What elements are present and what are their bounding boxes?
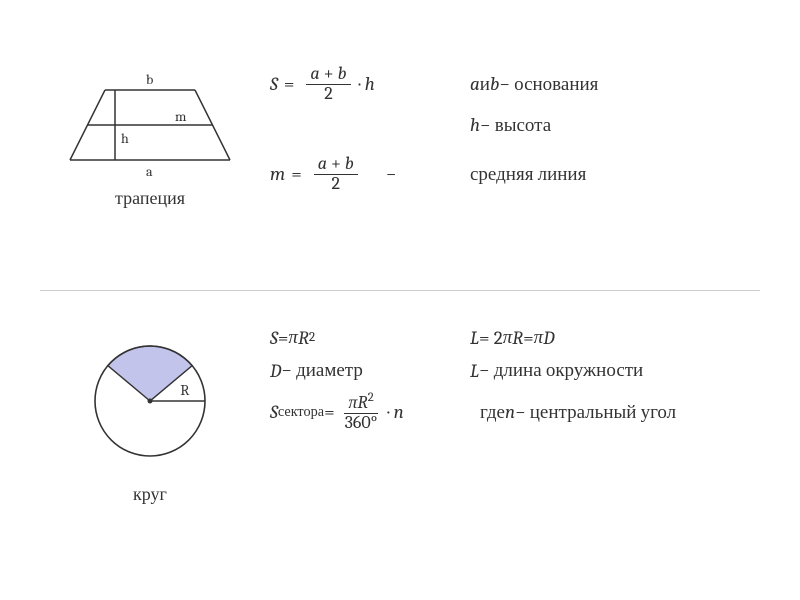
var-b: b	[338, 63, 347, 84]
var-S: S	[270, 327, 278, 349]
var-L: L	[470, 327, 479, 349]
text-and: и	[480, 73, 490, 96]
formula-trap-area: S = a + b 2 · h	[270, 65, 470, 104]
var-m: m	[270, 163, 285, 185]
svg-text:m: m	[175, 108, 187, 125]
frac-num: a + b	[306, 65, 350, 85]
svg-text:R: R	[180, 381, 190, 399]
dot-n: · n	[387, 401, 403, 423]
svg-text:h: h	[121, 130, 129, 147]
var-L: L	[470, 360, 479, 382]
text-bases: − основания	[499, 73, 598, 96]
circle-svg: R	[70, 331, 230, 476]
formula-sector: Sсектора = πR2 360° · n	[270, 392, 480, 433]
legend-diameter: D − диаметр	[270, 359, 470, 382]
row-circ-area-len: S = πR2 L = 2πR = πD	[270, 326, 760, 349]
formula-circumference: L = 2πR = πD	[470, 326, 760, 349]
text-height: − высота	[480, 114, 551, 137]
content-trapezoid: S = a + b 2 · h a и b − основания h − вы…	[260, 60, 760, 204]
frac-den: 2	[320, 85, 337, 104]
section-circle: R круг S = πR2 L = 2πR = πD D − диаметр …	[40, 301, 760, 521]
text-midline: средняя линия	[470, 163, 586, 186]
page: bamh трапеция S = a + b 2 · h	[0, 0, 800, 600]
plus: +	[327, 153, 345, 174]
legend-midline: средняя линия	[470, 163, 760, 186]
frac-num: πR2	[344, 392, 377, 414]
var-pi: π	[503, 326, 513, 349]
var-n: n	[505, 401, 515, 423]
trapezoid-svg: b a m h	[60, 70, 240, 180]
content-circle: S = πR2 L = 2πR = πD D − диаметр L − дли…	[260, 321, 760, 443]
eq: =	[278, 327, 289, 349]
eq: =	[523, 327, 534, 349]
legend-bases: a и b − основания	[470, 73, 760, 96]
var-D: D	[543, 327, 554, 349]
text-length: − длина окружности	[479, 359, 643, 382]
row-trap-midline: m = a + b 2 − средняя линия	[270, 155, 760, 194]
figure-circle: R круг	[40, 321, 260, 505]
eq-sign: =	[291, 163, 302, 185]
var-S: S	[270, 73, 278, 95]
dash: −	[386, 163, 397, 185]
var-pi: π	[534, 326, 544, 349]
var-h: h	[365, 73, 375, 95]
eq: =	[324, 401, 335, 423]
sub-sector: сектора	[278, 403, 324, 421]
var-a: a	[470, 73, 480, 95]
row-trap-height: h − высота	[270, 114, 760, 137]
caption-trapezoid: трапеция	[115, 188, 185, 209]
eq-sign: =	[284, 73, 295, 95]
sq: 2	[309, 330, 315, 345]
figure-trapezoid: b a m h трапеция	[40, 60, 260, 209]
svg-text:b: b	[146, 71, 153, 88]
frac-num: a + b	[314, 155, 358, 175]
var-R: R	[357, 392, 367, 413]
caption-circle: круг	[133, 484, 167, 505]
row-sector: Sсектора = πR2 360° · n где n − централь…	[270, 392, 760, 433]
sq: 2	[368, 391, 374, 405]
var-b: b	[345, 153, 354, 174]
legend-central-angle: где n − центральный угол	[480, 401, 760, 424]
var-a: a	[318, 153, 327, 174]
var-R: R	[512, 327, 523, 349]
text-diameter: − диаметр	[281, 359, 362, 382]
row-diam-len: D − диаметр L − длина окружности	[270, 359, 760, 382]
var-n: n	[394, 401, 404, 423]
formula-circle-area: S = πR2	[270, 326, 470, 349]
divider	[40, 290, 760, 291]
formula-trap-midline: m = a + b 2 −	[270, 155, 470, 194]
legend-circumference: L − длина окружности	[470, 359, 760, 382]
plus: +	[320, 63, 338, 84]
section-trapezoid: bamh трапеция S = a + b 2 · h	[40, 60, 760, 280]
var-R: R	[298, 327, 309, 349]
var-D: D	[270, 360, 281, 382]
text-angle: − центральный угол	[515, 401, 676, 424]
text-where: где	[480, 401, 505, 424]
dot-h: · h	[359, 73, 375, 95]
var-h: h	[470, 114, 480, 136]
frac-sector: πR2 360°	[341, 392, 382, 433]
frac-den: 360°	[341, 414, 382, 433]
svg-text:a: a	[146, 163, 153, 180]
var-S: S	[270, 401, 278, 423]
frac-aplusb-2: a + b 2	[306, 65, 350, 104]
var-b: b	[490, 73, 499, 95]
var-a: a	[310, 63, 319, 84]
var-pi: π	[288, 326, 298, 349]
row-trap-area: S = a + b 2 · h a и b − основания	[270, 65, 760, 104]
frac-den: 2	[328, 175, 345, 194]
frac-aplusb-2: a + b 2	[314, 155, 358, 194]
eq2: = 2	[479, 327, 503, 349]
